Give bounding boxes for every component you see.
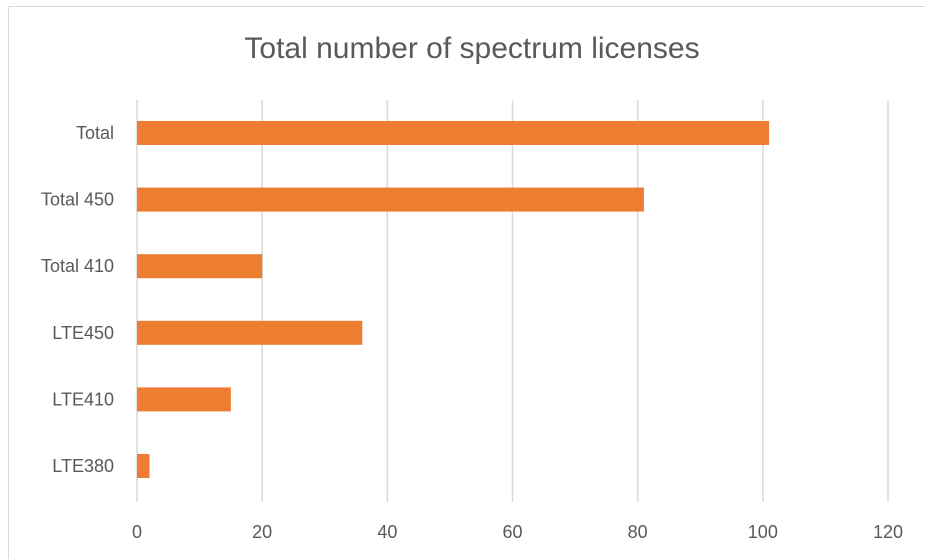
- chart-area: [8, 6, 925, 559]
- bar-total-450: [137, 187, 644, 212]
- x-tick-60: 60: [502, 522, 522, 542]
- x-tick-20: 20: [252, 522, 272, 542]
- x-tick-0: 0: [132, 522, 142, 542]
- gridlines: [136, 100, 889, 502]
- category-labels: Total Total 450 Total 410 LTE450 LTE410 LTE38…: [41, 123, 114, 476]
- chart-title: Total number of spectrum licenses: [244, 32, 699, 65]
- x-tick-80: 80: [628, 522, 648, 542]
- category-label-total-410: Total 410: [41, 256, 114, 276]
- x-tick-120: 120: [873, 522, 903, 542]
- category-label-total: Total: [76, 123, 114, 143]
- category-label-lte450: LTE450: [52, 323, 114, 343]
- x-tick-40: 40: [377, 522, 397, 542]
- x-tick-100: 100: [748, 522, 778, 542]
- bar-lte410: [137, 387, 231, 412]
- category-label-total-450: Total 450: [41, 190, 114, 210]
- category-label-lte410: LTE410: [52, 389, 114, 409]
- bar-lte450: [137, 320, 363, 345]
- x-tick-labels: 0 20 40 60 80 100 120: [132, 522, 903, 542]
- bar-total-410: [137, 254, 263, 279]
- bars: [137, 121, 770, 478]
- bar-total: [137, 121, 770, 145]
- category-label-lte380: LTE380: [52, 456, 114, 476]
- bar-lte380: [137, 454, 150, 478]
